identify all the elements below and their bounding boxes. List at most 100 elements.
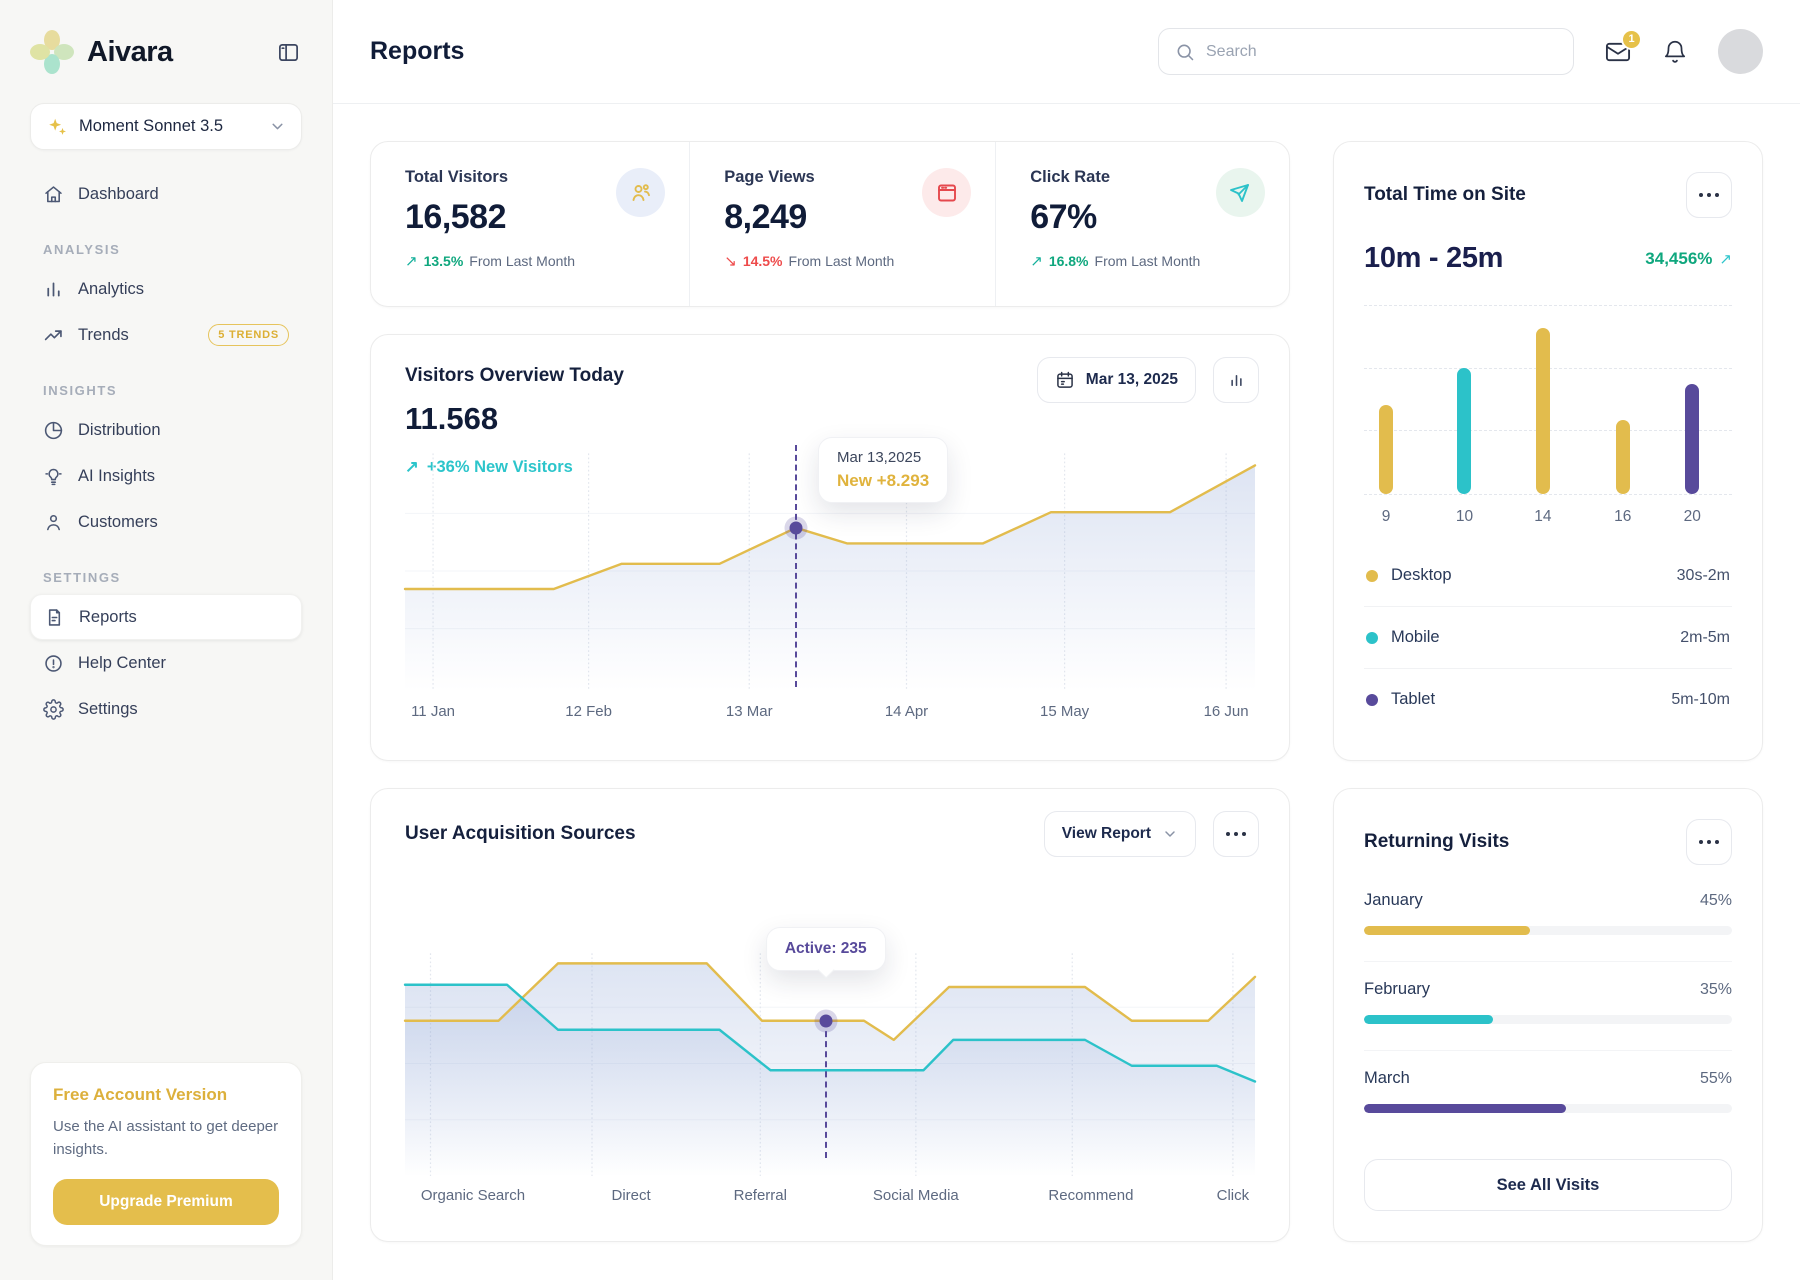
model-selector[interactable]: Moment Sonnet 3.5 [30, 103, 302, 150]
sidebar-item-label: Reports [79, 607, 137, 626]
page-title: Reports [370, 37, 465, 65]
sidebar-item-settings[interactable]: Settings [30, 686, 302, 732]
card-title: Total Time on Site [1364, 184, 1526, 205]
stat-click-rate: Click Rate 67% ↗ 16.8% From Last Month [995, 142, 1289, 306]
more-options-button[interactable] [1213, 811, 1259, 857]
browser-window-icon [922, 168, 972, 217]
stat-total-visitors: Total Visitors 16,582 ↗ 13.5% From Last … [371, 142, 689, 306]
trend-up-arrow-icon: ↗ [405, 458, 419, 476]
stat-page-views: Page Views 8,249 ↘ 14.5% From Last Month [689, 142, 995, 306]
stats-card: Total Visitors 16,582 ↗ 13.5% From Last … [370, 141, 1290, 307]
acquisition-line-chart[interactable]: Active: 235 [405, 927, 1255, 1176]
date-label: Mar 13, 2025 [1085, 371, 1178, 388]
send-plane-icon [1215, 168, 1265, 217]
x-axis-label: Click [1216, 1187, 1250, 1204]
pie-chart-icon [43, 420, 64, 441]
chart-type-button[interactable] [1213, 357, 1259, 403]
chevron-down-icon [1162, 826, 1178, 842]
acquisition-actions: View Report [1043, 811, 1259, 857]
chart-marker-dot [819, 1014, 833, 1028]
nav-section-analysis: ANALYSIS [43, 242, 121, 257]
month-label: January [1364, 891, 1423, 909]
user-avatar[interactable] [1718, 29, 1763, 74]
trend-up-arrow-icon: ↗ [405, 253, 418, 270]
time-on-site-value: 10m - 25m [1364, 242, 1504, 274]
x-axis-label: Referral [733, 1187, 787, 1204]
visitors-change-label: +36% New Visitors [426, 457, 573, 476]
chart-canvas [405, 451, 1255, 691]
stat-change: ↘ 14.5% From Last Month [724, 252, 894, 270]
x-axis-label: 9 [1381, 507, 1391, 525]
sidebar-item-label: Dashboard [78, 184, 159, 203]
more-options-button[interactable] [1686, 819, 1732, 865]
user-acquisition-card: User Acquisition Sources View Report [370, 788, 1290, 1242]
sidebar-item-label: Distribution [78, 420, 161, 439]
sidebar-item-trends[interactable]: Trends 5 TRENDS [30, 312, 302, 358]
trend-up-arrow-icon: ↗ [1030, 253, 1043, 270]
stat-change: ↗ 16.8% From Last Month [1030, 252, 1200, 270]
bar-chart-icon [43, 279, 64, 300]
stat-value: 8,249 [724, 198, 807, 236]
legend-value: 2m-5m [1680, 628, 1730, 646]
legend-value: 5m-10m [1671, 690, 1730, 708]
sidebar-item-ai-insights[interactable]: AI Insights [30, 453, 302, 499]
stat-label: Total Visitors [405, 168, 508, 186]
change-percent: 34,456% [1645, 248, 1713, 268]
sidebar-item-label: Trends [78, 325, 129, 344]
mail-button[interactable]: 1 [1604, 28, 1642, 66]
visitors-actions: Mar 13, 2025 [1036, 357, 1259, 403]
upgrade-premium-button[interactable]: Upgrade Premium [53, 1179, 279, 1225]
progress-fill [1364, 1104, 1567, 1113]
x-axis-label: Organic Search [420, 1187, 526, 1204]
x-axis-labels: 9 10 14 16 20 [1364, 508, 1732, 527]
month-label: March [1364, 1069, 1410, 1087]
visitors-line-chart[interactable]: Mar 13,2025 New +8.293 [405, 437, 1255, 691]
sidebar-toggle-icon[interactable] [275, 39, 302, 66]
time-on-site-change: 34,456% ↗ [1645, 249, 1732, 269]
see-all-visits-button[interactable]: See All Visits [1364, 1159, 1732, 1211]
header: Reports 1 [333, 0, 1800, 104]
trend-down-arrow-icon: ↘ [724, 253, 737, 270]
x-axis-label: 16 [1614, 507, 1632, 525]
search-input[interactable] [1206, 42, 1557, 61]
more-options-button[interactable] [1686, 172, 1732, 218]
home-icon [43, 184, 64, 205]
sidebar-item-customers[interactable]: Customers [30, 499, 302, 545]
sidebar-item-dashboard[interactable]: Dashboard [30, 171, 302, 217]
chevron-down-icon [269, 118, 286, 135]
right-column: Total Time on Site 10m - 25m 34,456% ↗ [1333, 141, 1763, 1242]
time-on-site-card: Total Time on Site 10m - 25m 34,456% ↗ [1333, 141, 1763, 761]
progress-track [1364, 1015, 1732, 1024]
change-percent: 16.8% [1048, 253, 1089, 269]
tooltip-value: Active: 235 [784, 940, 867, 957]
sidebar: Aivara Moment Sonnet 3.5 Dashboard ANALY… [0, 0, 333, 1280]
card-title: User Acquisition Sources [405, 823, 636, 844]
tooltip-date: Mar 13,2025 [837, 449, 922, 466]
stat-label: Page Views [724, 168, 815, 186]
percent-value: 45% [1699, 891, 1732, 909]
x-axis-label: 16 Jun [1203, 703, 1249, 720]
view-report-button[interactable]: View Report [1043, 811, 1196, 857]
time-on-site-bar [1615, 420, 1630, 494]
date-picker-button[interactable]: Mar 13, 2025 [1036, 357, 1196, 403]
x-axis-label: 13 Mar [725, 703, 773, 720]
ellipsis-icon [1699, 193, 1719, 197]
document-icon [44, 607, 65, 628]
sidebar-item-analytics[interactable]: Analytics [30, 266, 302, 312]
time-on-site-bar-chart[interactable] [1364, 305, 1732, 495]
calendar-icon [1055, 370, 1075, 390]
change-percent: 13.5% [423, 253, 464, 269]
sidebar-item-distribution[interactable]: Distribution [30, 407, 302, 453]
trend-up-arrow-icon: ↗ [1719, 250, 1732, 268]
logo-row: Aivara [30, 28, 302, 76]
sidebar-item-label: Customers [78, 512, 158, 531]
tooltip-value: New +8.293 [837, 471, 930, 490]
notifications-bell-button[interactable] [1662, 39, 1688, 65]
sidebar-item-help-center[interactable]: Help Center [30, 640, 302, 686]
content: Total Visitors 16,582 ↗ 13.5% From Last … [333, 104, 1800, 1279]
sidebar-item-reports[interactable]: Reports [30, 594, 302, 640]
stat-label: Click Rate [1030, 168, 1111, 186]
main-area: Reports 1 [333, 0, 1800, 1280]
x-axis-label: 15 May [1039, 703, 1090, 720]
